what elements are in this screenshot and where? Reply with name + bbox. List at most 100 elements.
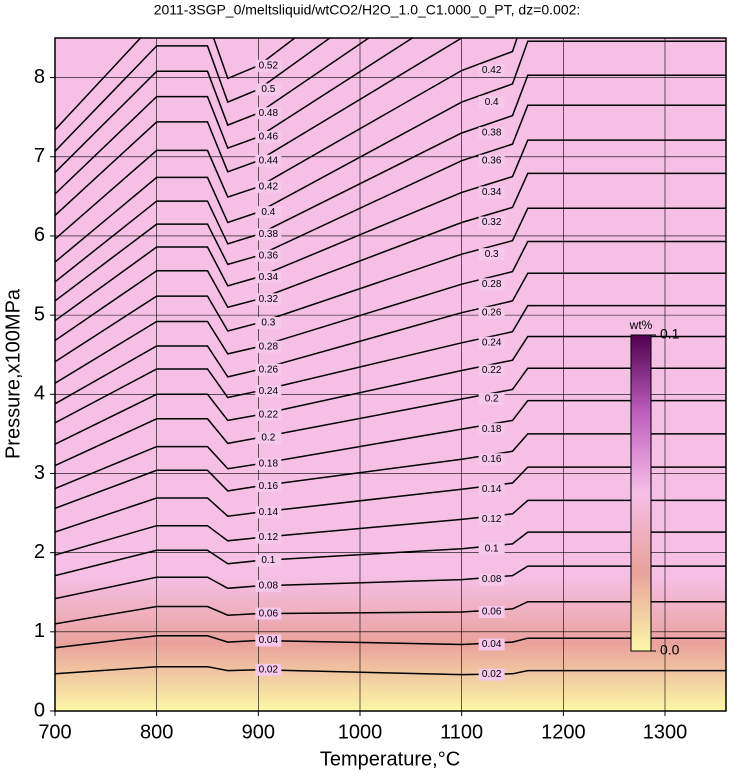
x-tick-label: 1200: [541, 721, 586, 743]
contour-label-bg: [255, 431, 282, 444]
contour-label: 0.1: [261, 555, 275, 566]
contour-label-bg: [478, 216, 505, 229]
contour-label-bg: [478, 668, 505, 681]
contour-label-bg: [478, 306, 505, 319]
contour-label: 0.16: [482, 454, 502, 465]
contour-label: 0.28: [259, 341, 279, 352]
contour-label-bg: [255, 531, 282, 544]
y-tick-label: 8: [34, 66, 45, 88]
contour-label: 0.2: [261, 432, 275, 443]
contour-label: 0.16: [259, 481, 279, 492]
contour-label-bg: [255, 634, 282, 647]
contour-label: 0.34: [259, 272, 279, 283]
contour-label-bg: [478, 393, 505, 406]
contour-label-bg: [255, 663, 282, 676]
y-tick-label: 6: [34, 224, 45, 246]
contour-label: 0.5: [261, 84, 275, 95]
plot-background: [55, 38, 726, 711]
contour-label: 0.22: [259, 410, 279, 421]
contour-label: 0.22: [482, 365, 502, 376]
contour-label: 0.3: [261, 318, 275, 329]
y-tick-label: 5: [34, 303, 45, 325]
contour-label-bg: [255, 293, 282, 306]
contour-label: 0.06: [482, 607, 502, 618]
contour-label-bg: [478, 542, 505, 555]
contour-label: 0.38: [482, 128, 502, 139]
contour-label: 0.46: [259, 132, 279, 143]
contour-label: 0.04: [482, 639, 502, 650]
contour-label: 0.2: [485, 394, 499, 405]
contour-label: 0.32: [259, 294, 279, 305]
contour-label: 0.14: [259, 507, 279, 518]
contour-label-bg: [478, 127, 505, 140]
contour-label-bg: [255, 480, 282, 493]
contour-label-bg: [255, 107, 282, 120]
contour-label-bg: [255, 607, 282, 620]
contour-label-bg: [255, 340, 282, 353]
contour-label: 0.3: [485, 249, 499, 260]
contour-label: 0.02: [259, 664, 279, 675]
contour-label: 0.52: [259, 60, 279, 71]
y-tick-label: 7: [34, 145, 45, 167]
y-tick-label: 2: [34, 541, 45, 563]
colorbar-tick-label: 0.1: [660, 326, 680, 342]
contour-label: 0.08: [259, 581, 279, 592]
contour-label-bg: [478, 154, 505, 167]
contour-label-bg: [478, 638, 505, 651]
colorbar-label: wt%: [629, 318, 653, 332]
contour-label-bg: [255, 385, 282, 398]
contour-label: 0.04: [259, 635, 279, 646]
contour-label-bg: [255, 363, 282, 376]
contour-label-bg: [478, 186, 505, 199]
contour-label-bg: [478, 513, 505, 526]
contour-label: 0.4: [485, 97, 499, 108]
contour-label: 0.12: [482, 514, 502, 525]
y-tick-label: 1: [34, 620, 45, 642]
y-tick-label: 3: [34, 462, 45, 484]
contour-label-bg: [255, 271, 282, 284]
contour-label-bg: [478, 573, 505, 586]
contour-label-bg: [255, 506, 282, 519]
chart-title: 2011-3SGP_0/meltsliquid/wtCO2/H2O_1.0_C1…: [154, 2, 581, 18]
contour-label: 0.02: [482, 669, 502, 680]
contour-label: 0.42: [259, 181, 279, 192]
contour-label-bg: [478, 64, 505, 77]
contour-label: 0.26: [259, 364, 279, 375]
contour-label: 0.48: [259, 108, 279, 119]
y-axis-label: Pressure,x100MPa: [2, 288, 24, 459]
contour-label-bg: [478, 453, 505, 466]
contour-label-bg: [478, 364, 505, 377]
colorbar: [630, 334, 652, 652]
contour-label: 0.38: [259, 229, 279, 240]
x-tick-label: 1000: [338, 721, 383, 743]
contour-label-bg: [478, 606, 505, 619]
contour-label-bg: [478, 483, 505, 496]
contour-label: 0.06: [259, 608, 279, 619]
contour-label-bg: [255, 579, 282, 592]
contour-label: 0.42: [482, 65, 502, 76]
contour-label-bg: [478, 336, 505, 349]
contour-label: 0.18: [259, 459, 279, 470]
contour-label: 0.14: [482, 484, 502, 495]
contour-label-bg: [255, 457, 282, 470]
contour-label-bg: [255, 408, 282, 421]
x-tick-label: 900: [242, 721, 275, 743]
contour-label-bg: [255, 249, 282, 262]
contour-label: 0.1: [485, 543, 499, 554]
contour-label-bg: [478, 248, 505, 261]
x-tick-label: 800: [140, 721, 173, 743]
x-axis-label: Temperature,°C: [320, 748, 460, 770]
x-tick-label: 1100: [440, 721, 483, 743]
contour-label: 0.44: [259, 155, 279, 166]
contour-label: 0.08: [482, 574, 502, 585]
colorbar-tick-label: 0.0: [660, 642, 680, 658]
x-tick-label: 700: [38, 721, 71, 743]
contour-label: 0.28: [482, 279, 502, 290]
contour-label: 0.36: [259, 250, 279, 261]
contour-label: 0.12: [259, 532, 279, 543]
x-tick-label: 1300: [643, 721, 688, 743]
contour-label-bg: [255, 59, 282, 72]
y-tick-label: 4: [34, 383, 45, 405]
contour-label: 0.32: [482, 217, 502, 228]
